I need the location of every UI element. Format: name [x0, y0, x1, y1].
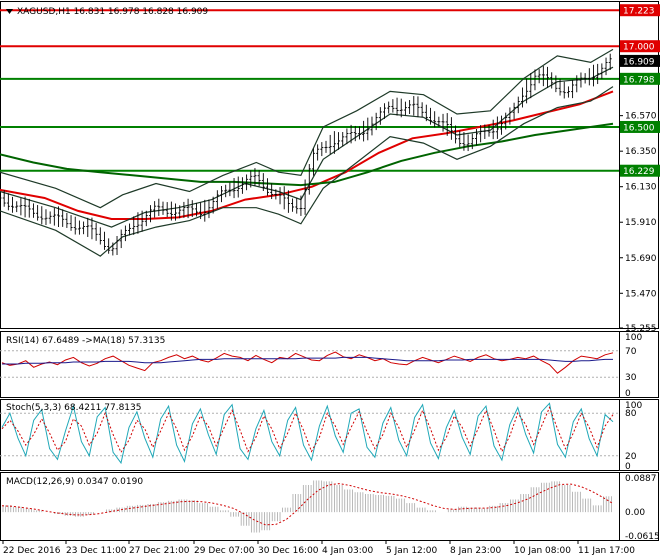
indicator-line-1	[0, 122, 614, 187]
level-label-box	[620, 40, 660, 53]
price-tick-label: 15.690	[625, 254, 657, 264]
time-tick-label: 30 Dec 16:00	[258, 546, 319, 556]
price-tick-label: 16.570	[625, 112, 657, 122]
macd-signal-line	[1, 483, 614, 526]
stoch-tick-label: 0	[625, 462, 631, 472]
level-label: 16.798	[623, 75, 655, 85]
panel-frame-macd	[0, 472, 659, 541]
macd-tick-label: -0.0615	[625, 532, 660, 542]
panel-frame-rsi	[0, 331, 659, 398]
price-tick-label: 15.910	[625, 218, 657, 228]
stoch-tick-label: 80	[625, 409, 637, 419]
rsi-header: RSI(14) 67.6489 ->MA(18) 57.3135	[6, 336, 165, 346]
time-tick-label: 4 Jan 03:00	[322, 546, 374, 556]
macd-tick-label: 0.0887	[625, 474, 657, 484]
macd-panel[interactable]: 0.0887 0.00 -0.0615	[1, 474, 660, 542]
time-tick-label: 10 Jan 08:00	[514, 546, 571, 556]
level-label-box	[620, 164, 660, 177]
time-tick-label: 22 Dec 2016	[3, 546, 61, 556]
price-tick-label: 15.255	[625, 324, 657, 334]
chart-title: XAGUSD,H1 16.831 16.978 16.828 16.909	[17, 7, 208, 17]
rsi-tick-label: 0	[625, 389, 631, 399]
stoch-main-line	[1, 402, 614, 465]
macd-header: MACD(12,26,9) 0.0347 0.0190	[6, 477, 143, 487]
time-tick-label: 27 Dec 21:00	[129, 546, 190, 556]
level-label-box	[620, 120, 660, 133]
current-price-box	[620, 54, 660, 67]
rsi-ma-line	[2, 356, 613, 365]
stoch-signal-line	[1, 406, 614, 454]
rsi-tick-label: 30	[625, 373, 637, 383]
rsi-line	[1, 351, 614, 374]
stoch-tick-label: 20	[625, 452, 637, 462]
panel-frame-stoch	[0, 399, 659, 471]
price-tick-label: 15.470	[625, 289, 657, 299]
time-tick-label: 29 Dec 07:00	[194, 546, 255, 556]
time-tick-label: 11 Jan 17:00	[578, 546, 635, 556]
indicator-line-2	[0, 66, 614, 228]
level-label: 16.229	[623, 167, 655, 177]
time-tick-label: 8 Jan 23:00	[450, 546, 502, 556]
level-label: 17.000	[623, 43, 655, 53]
chart-header: XAGUSD,H1 16.831 16.978 16.828 16.909	[6, 7, 208, 17]
collapse-triangle-icon[interactable]	[6, 9, 13, 14]
level-label: 17.223	[623, 7, 655, 17]
price-tick-label: 16.130	[625, 183, 657, 193]
macd-tick-label: 0.00	[625, 508, 645, 518]
time-tick-label: 5 Jan 12:00	[386, 546, 438, 556]
price-tick-label: 16.350	[625, 147, 657, 157]
stoch-tick-label: 100	[625, 401, 642, 411]
indicator-line-0	[0, 90, 614, 220]
stoch-header: Stoch(5,3,3) 68.4211 77.8135	[6, 403, 141, 413]
main-price-panel[interactable]: 16.570 16.350 16.130 15.910 15.690 15.470 15.2…	[0, 4, 660, 334]
rsi-tick-label: 100	[625, 333, 642, 343]
indicator-line-4	[0, 86, 614, 257]
level-label-box	[620, 72, 660, 85]
time-axis: 22 Dec 2016 23 Dec 11:00 27 Dec 21:00 29 De…	[2, 540, 635, 556]
level-label-box	[620, 4, 660, 17]
rsi-tick-label: 70	[625, 347, 637, 357]
time-tick-label: 23 Dec 11:00	[66, 546, 127, 556]
level-label: 16.500	[623, 123, 655, 133]
indicator-line-3	[0, 48, 614, 209]
current-price-label: 16.909	[623, 57, 655, 67]
rsi-panel[interactable]: 100 70 30 0	[0, 333, 642, 399]
panel-frame-main	[0, 1, 659, 329]
